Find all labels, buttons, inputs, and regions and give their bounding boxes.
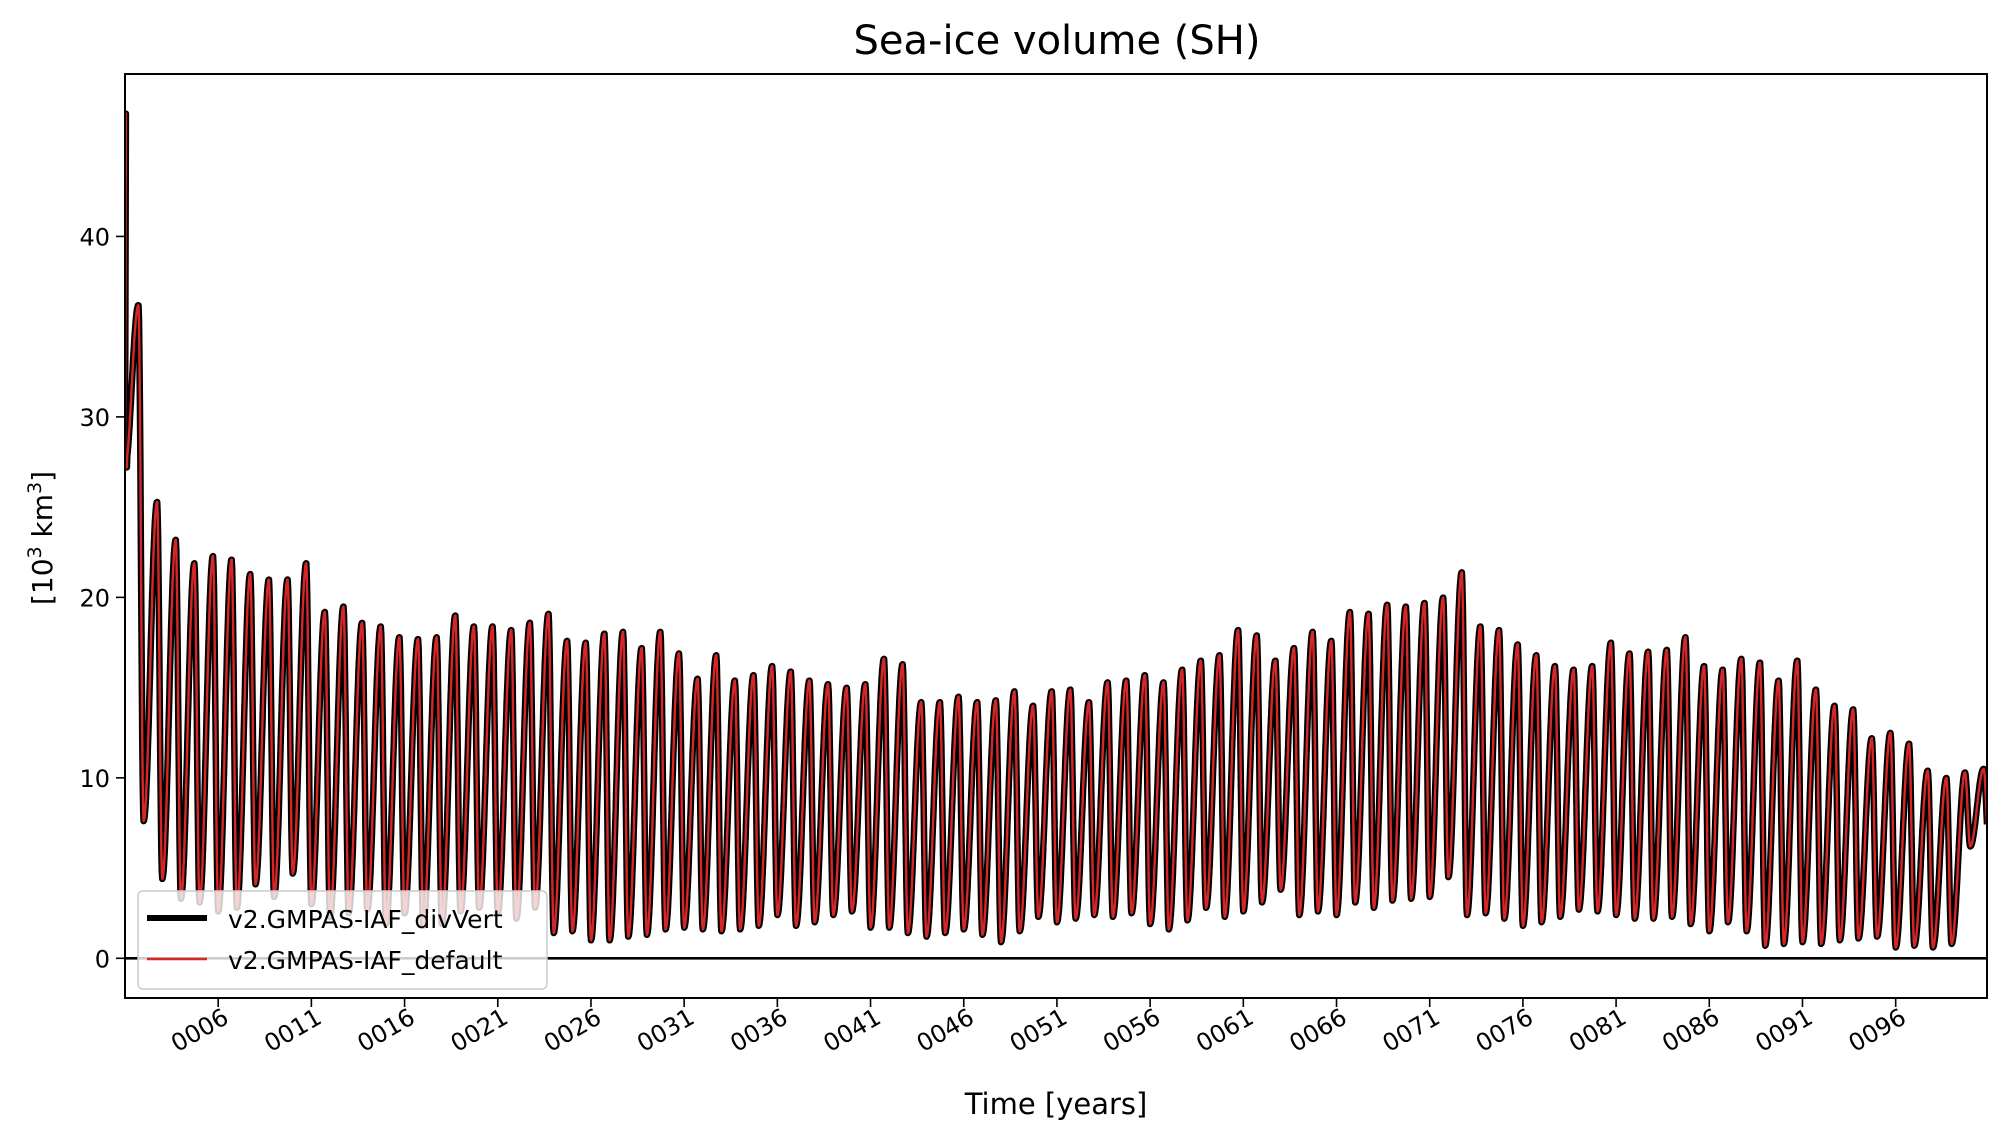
y-axis-label-end: ] bbox=[26, 471, 59, 482]
x-tick-label: 0056 bbox=[1098, 1003, 1165, 1058]
chart-title: Sea-ice volume (SH) bbox=[854, 18, 1261, 64]
legend-label-default: v2.GMPAS-IAF_default bbox=[228, 946, 503, 975]
x-tick-label: 0041 bbox=[819, 1003, 886, 1058]
legend-label-divvert: v2.GMPAS-IAF_divVert bbox=[228, 905, 503, 934]
y-axis-label: [103 km3] bbox=[24, 471, 59, 605]
x-tick-label: 0031 bbox=[632, 1003, 699, 1058]
y-axis-label-base: [10 bbox=[26, 558, 59, 605]
x-tick-label: 0026 bbox=[539, 1003, 606, 1058]
legend-box bbox=[137, 890, 548, 990]
x-tick-label: 0061 bbox=[1191, 1003, 1258, 1058]
x-tick-label: 0006 bbox=[166, 1003, 233, 1058]
x-tick-label: 0071 bbox=[1378, 1003, 1445, 1058]
x-tick-label: 0096 bbox=[1844, 1003, 1911, 1058]
x-tick-label: 0021 bbox=[446, 1003, 513, 1058]
x-axis-label: Time [years] bbox=[964, 1087, 1148, 1121]
x-tick-label: 0011 bbox=[259, 1003, 326, 1058]
x-tick-label: 0016 bbox=[353, 1003, 420, 1058]
x-tick-label: 0051 bbox=[1005, 1003, 1072, 1058]
y-axis-label-unit-exp: 3 bbox=[24, 482, 46, 494]
x-tick-label: 0081 bbox=[1564, 1003, 1631, 1058]
y-axis-label-exp: 3 bbox=[24, 546, 46, 558]
x-axis: 0006 0011 0016 0021 0026 0031 0036 0041 0046 0051… bbox=[166, 998, 1911, 1058]
x-tick-label: 0066 bbox=[1285, 1003, 1352, 1058]
x-tick-label: 0076 bbox=[1471, 1003, 1538, 1058]
x-tick-label: 0036 bbox=[725, 1003, 792, 1058]
x-tick-label: 0091 bbox=[1751, 1003, 1818, 1058]
series-line-default bbox=[125, 112, 1987, 949]
y-axis-label-unit: km bbox=[26, 494, 59, 546]
x-tick-label: 0046 bbox=[912, 1003, 979, 1058]
plot-frame bbox=[124, 73, 1988, 999]
x-tick-label: 0086 bbox=[1657, 1003, 1724, 1058]
y-tick-label: 20 bbox=[79, 584, 110, 612]
y-tick-label: 0 bbox=[95, 945, 110, 973]
y-axis: 0 10 20 30 40 bbox=[79, 223, 125, 973]
y-tick-label: 30 bbox=[79, 404, 110, 432]
y-tick-label: 40 bbox=[79, 223, 110, 251]
y-tick-label: 10 bbox=[79, 765, 110, 793]
plot-area bbox=[125, 110, 1987, 951]
legend: v2.GMPAS-IAF_divVert v2.GMPAS-IAF_defaul… bbox=[137, 890, 548, 990]
